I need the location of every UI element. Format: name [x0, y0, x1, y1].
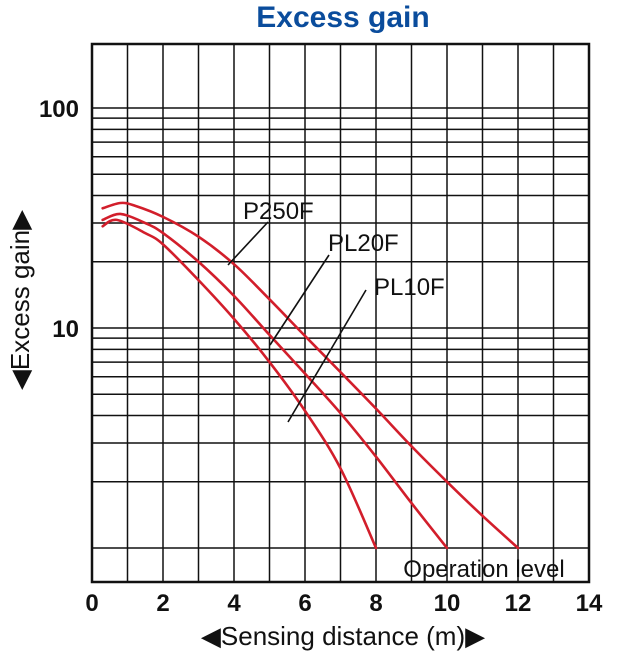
y-tick-label: 10 — [52, 316, 79, 343]
x-axis-label: ◀Sensing distance (m)▶ — [201, 621, 485, 651]
x-tick-labels: 0 2 4 6 8 10 12 14 — [85, 590, 603, 617]
leader-lines — [227, 221, 367, 423]
series-label-p250f: P250F — [243, 198, 314, 225]
curve-p250f — [101, 201, 520, 550]
x-tick-label: 8 — [369, 590, 382, 617]
plot-frame — [90, 42, 591, 584]
y-axis-label: ◀Excess gain▶ — [5, 210, 35, 390]
x-tick-label: 6 — [298, 590, 311, 617]
leader-p250f — [227, 221, 269, 266]
x-tick-label: 2 — [156, 590, 169, 617]
series-label-pl20f: PL20F — [328, 230, 399, 257]
y-tick-labels: 10 100 — [39, 96, 79, 343]
series-labels: P250F PL20F PL10F — [243, 198, 445, 301]
series-label-pl10f: PL10F — [374, 274, 445, 301]
chart-title: Excess gain — [256, 1, 429, 34]
leader-pl10f — [287, 289, 367, 423]
curve-pl10f — [101, 218, 378, 550]
leader-pl20f — [269, 254, 330, 346]
y-tick-label: 100 — [39, 96, 79, 123]
grid-lines — [92, 44, 589, 582]
x-tick-label: 4 — [227, 590, 241, 617]
x-tick-label: 0 — [85, 590, 98, 617]
x-tick-label: 10 — [434, 590, 461, 617]
curves-layer — [101, 201, 520, 550]
curve-pl20f — [101, 212, 449, 550]
x-tick-label: 14 — [576, 590, 603, 617]
operation-level-label: Operation level — [403, 556, 564, 583]
x-tick-label: 12 — [505, 590, 532, 617]
